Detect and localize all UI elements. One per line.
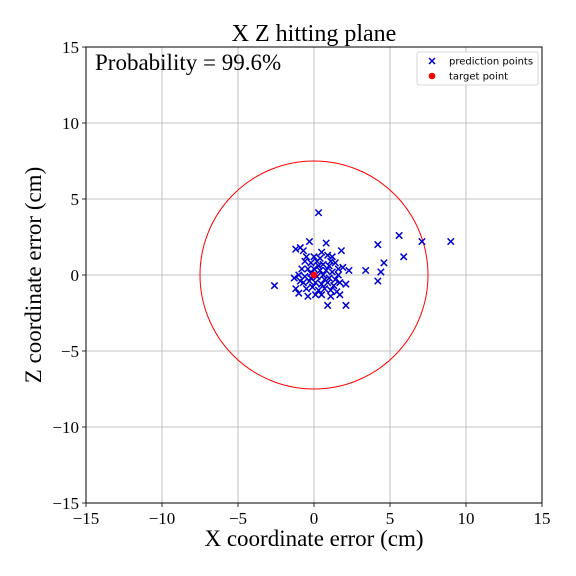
y-tick-label: 0	[71, 266, 80, 285]
prediction-point	[311, 291, 320, 299]
prediction-point	[302, 253, 311, 261]
prediction-point	[298, 265, 306, 273]
legend-marker-target	[428, 72, 436, 80]
prediction-point	[326, 257, 335, 266]
prediction-point	[342, 301, 350, 310]
y-tick-label: −5	[61, 342, 79, 361]
prediction-point	[374, 277, 382, 285]
ticks: −15 −10 −5 0 5 10 15 −15 −10 −5 0 5 10 15	[52, 38, 550, 528]
legend-label: prediction points	[449, 57, 533, 68]
prediction-point	[326, 286, 335, 294]
prediction-point	[305, 237, 314, 246]
prediction-point	[342, 280, 350, 288]
prediction-point	[307, 259, 315, 267]
prediction-point	[290, 274, 298, 282]
prediction-point	[333, 287, 341, 296]
x-tick-label: −10	[149, 509, 176, 528]
prediction-point	[447, 237, 455, 246]
prediction-point	[322, 239, 330, 247]
prediction-point	[320, 275, 329, 284]
prediction-point	[299, 246, 308, 255]
y-tick-label: 5	[71, 190, 80, 209]
prediction-point	[317, 291, 326, 299]
target-point	[310, 271, 318, 279]
prediction-point	[304, 265, 312, 273]
prediction-point	[418, 237, 426, 246]
prediction-point	[330, 281, 338, 290]
prediction-point	[325, 274, 333, 282]
probability-annotation: Probability = 99.6%	[95, 50, 281, 75]
prediction-point	[328, 253, 336, 261]
x-tick-label: −5	[229, 509, 247, 528]
legend-box	[416, 51, 539, 86]
prediction-point	[295, 271, 303, 279]
prediction-point	[331, 275, 340, 284]
prediction-point	[380, 259, 388, 267]
prediction-point	[314, 208, 323, 217]
prediction-point	[301, 257, 309, 266]
prediction-point	[314, 262, 323, 270]
prediction-point	[302, 284, 311, 293]
prediction-point	[331, 259, 340, 267]
prediction-point	[316, 254, 324, 263]
prediction-point	[323, 251, 332, 259]
y-tick-label: 10	[62, 114, 79, 133]
legend-label: target point	[449, 72, 508, 83]
prediction-point	[326, 292, 335, 301]
prediction-point	[336, 278, 344, 287]
prediction-point	[334, 265, 343, 273]
y-tick-label: −15	[52, 494, 79, 513]
prediction-point	[292, 245, 300, 253]
prediction-point	[334, 271, 343, 279]
prediction-point	[322, 266, 330, 275]
prediction-point	[296, 277, 305, 285]
prediction-point	[295, 289, 303, 297]
target-circle	[199, 160, 429, 390]
prediction-point	[399, 253, 408, 261]
prediction-point	[317, 280, 326, 288]
y-tick-label: 15	[62, 38, 79, 57]
target-circle-layer	[199, 160, 429, 390]
legend: prediction points target point	[416, 51, 539, 86]
x-axis-label: X coordinate error (cm)	[204, 526, 423, 551]
x-tick-label: −15	[73, 509, 100, 528]
x-tick-label: 5	[386, 509, 395, 528]
prediction-point	[270, 281, 279, 290]
y-tick-label: −10	[52, 418, 79, 437]
prediction-point	[325, 262, 333, 270]
prediction-point	[319, 260, 327, 269]
prediction-point	[361, 266, 370, 275]
y-axis-label: Z coordinate error (cm)	[21, 167, 46, 383]
x-tick-label: 0	[310, 509, 319, 528]
prediction-point	[337, 246, 346, 255]
x-tick-label: 10	[458, 509, 475, 528]
prediction-point	[308, 283, 317, 291]
prediction-point	[395, 231, 403, 240]
prediction-point	[316, 266, 324, 275]
prediction-point	[310, 265, 318, 273]
prediction-point	[345, 266, 353, 275]
x-tick-label: 15	[534, 509, 551, 528]
prediction-point	[320, 284, 329, 293]
prediction-point	[374, 240, 382, 249]
prediction-point	[323, 301, 332, 310]
prediction-point	[317, 248, 326, 256]
legend-marker-prediction	[428, 57, 436, 65]
prediction-point	[339, 263, 347, 272]
prediction-point	[319, 271, 327, 279]
prediction-point	[377, 268, 385, 276]
prediction-point	[292, 284, 300, 293]
prediction-point	[310, 253, 318, 261]
prediction-point	[314, 286, 323, 294]
prediction-point	[304, 292, 312, 301]
prediction-point	[328, 268, 336, 276]
points-layer	[270, 208, 455, 310]
chart-title: X Z hitting plane	[232, 21, 397, 47]
